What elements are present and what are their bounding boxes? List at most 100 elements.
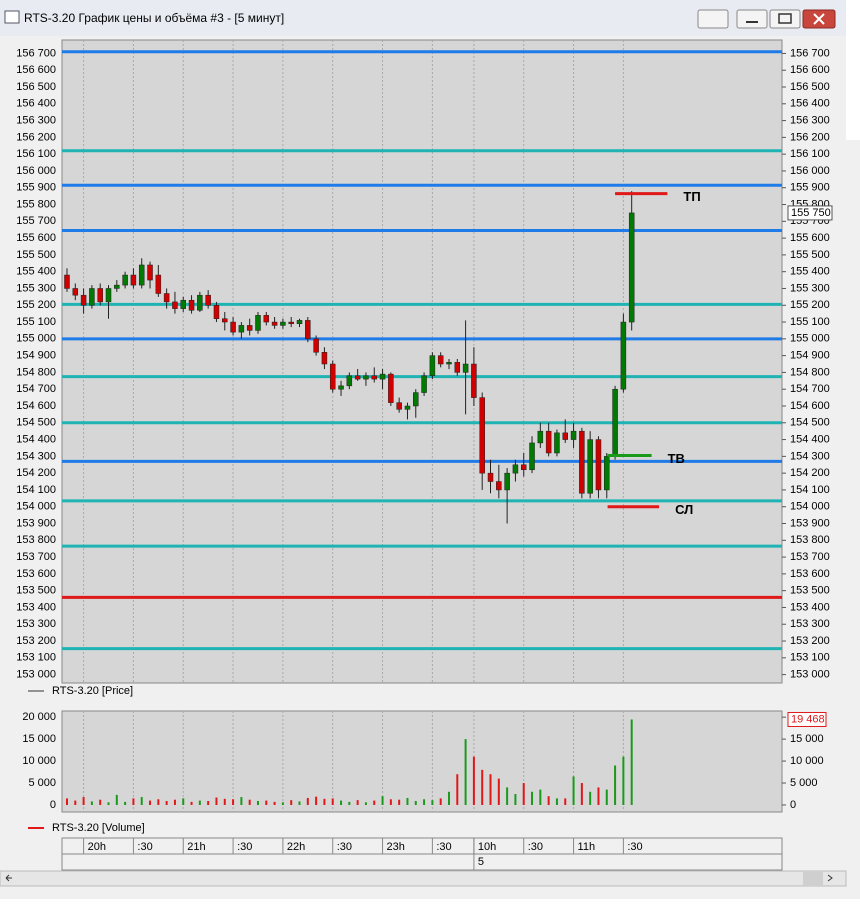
volume-bar: [182, 798, 185, 805]
y-tick-label: 154 800: [16, 366, 56, 378]
y-tick-label: 154 300: [16, 450, 56, 462]
y-tick-label-right: 155 500: [790, 249, 830, 261]
x-tick-label: 11h: [578, 841, 596, 853]
volume-bar: [306, 797, 309, 805]
y-tick-label-right: 154 200: [790, 467, 830, 479]
candle-body: [222, 318, 228, 323]
x-tick-label: 22h: [287, 841, 305, 853]
candle-body: [296, 320, 303, 324]
volume-bar: [406, 797, 409, 805]
candle-body: [130, 274, 137, 286]
close-icon: [813, 13, 825, 25]
y-tick-label-right: 154 900: [790, 350, 830, 362]
candle-body: [520, 464, 527, 471]
volume-bar: [256, 801, 259, 805]
volume-legend: RTS-3.20 [Volume]: [52, 822, 145, 834]
y-tick-label-right: 156 000: [790, 165, 830, 177]
y-tick-label-right: 153 500: [790, 585, 830, 597]
y-tick-label: 156 100: [16, 148, 56, 160]
candle-body: [413, 392, 419, 407]
candle-body: [363, 375, 369, 380]
y-tick-label-right: 156 100: [790, 148, 830, 160]
pin-button[interactable]: [697, 9, 729, 29]
y-tick-label-right: 156 500: [790, 81, 830, 93]
candle-body: [329, 363, 336, 390]
date-label: 5: [478, 856, 484, 868]
candle-body: [89, 288, 95, 306]
volume-tick-label-right: 10 000: [790, 755, 824, 767]
volume-bar: [447, 791, 450, 805]
volume-bar: [107, 802, 110, 805]
x-tick-label: 10h: [478, 841, 496, 853]
candle-body: [288, 321, 294, 324]
candle-body: [628, 212, 635, 323]
candle-body: [271, 321, 278, 326]
y-tick-label-right: 153 400: [790, 601, 830, 613]
y-tick-label: 154 500: [16, 417, 56, 429]
volume-bar: [381, 796, 384, 805]
candle-body: [471, 363, 477, 398]
scrollbar[interactable]: [0, 870, 847, 887]
window-title: RTS-3.20 График цены и объёма #3 - [5 ми…: [24, 11, 284, 25]
volume-bar: [572, 776, 575, 805]
y-tick-label: 155 100: [16, 316, 56, 328]
y-tick-label: 153 400: [16, 601, 56, 613]
volume-tick-label: 20 000: [22, 711, 56, 723]
y-tick-label: 155 600: [16, 232, 56, 244]
y-tick-label: 154 100: [16, 484, 56, 496]
volume-bar: [630, 719, 633, 805]
candle-body: [213, 305, 220, 319]
y-tick-label-right: 155 000: [790, 333, 830, 345]
volume-bar: [514, 793, 517, 805]
volume-bar: [614, 765, 617, 805]
candle-body: [280, 321, 286, 326]
volume-bar: [315, 796, 318, 805]
candle-body: [379, 373, 386, 380]
candle-body: [263, 315, 270, 323]
candle-body: [180, 299, 186, 309]
x-tick-label: :30: [436, 841, 451, 853]
volume-tick-label-right: 0: [790, 799, 796, 811]
last-volume-label: 19 468: [791, 713, 825, 725]
last-price-label: 155 750: [791, 207, 831, 219]
volume-bar: [74, 800, 77, 805]
y-tick-label: 155 700: [16, 215, 56, 227]
candle-body: [97, 288, 103, 303]
volume-bar: [464, 739, 467, 805]
volume-bar: [605, 789, 608, 805]
candle-body: [537, 430, 544, 444]
x-tick-label: :30: [528, 841, 543, 853]
scroll-left[interactable]: [5, 874, 12, 882]
y-tick-label-right: 156 700: [790, 47, 830, 59]
y-tick-label: 156 400: [16, 98, 56, 110]
y-tick-label: 154 000: [16, 501, 56, 513]
maximize-icon: [778, 13, 792, 24]
candle-body: [230, 321, 236, 333]
maximize-button[interactable]: [769, 9, 801, 29]
y-tick-label: 153 200: [16, 635, 56, 647]
y-tick-label-right: 154 300: [790, 450, 830, 462]
price-legend: RTS-3.20 [Price]: [52, 685, 133, 697]
volume-bar: [215, 797, 218, 805]
y-tick-label: 153 500: [16, 585, 56, 597]
candle-body: [512, 464, 519, 474]
candle-body: [255, 315, 261, 331]
y-tick-label: 154 600: [16, 400, 56, 412]
y-tick-label-right: 154 400: [790, 433, 830, 445]
candle-body: [529, 442, 535, 471]
minimize-button[interactable]: [736, 9, 768, 29]
y-tick-label-right: 156 300: [790, 114, 830, 126]
candle-body: [305, 320, 311, 340]
y-tick-label: 156 200: [16, 131, 56, 143]
candle-body: [396, 402, 402, 410]
volume-tick-label: 0: [50, 799, 56, 811]
y-tick-label-right: 156 600: [790, 64, 830, 76]
scroll-thumb[interactable]: [803, 872, 823, 885]
scroll-right[interactable]: [827, 874, 833, 882]
volume-bar: [265, 800, 268, 805]
date-axis: [61, 853, 783, 871]
candle-body: [114, 284, 120, 289]
y-tick-label: 156 300: [16, 114, 56, 126]
candle-body: [504, 472, 510, 491]
